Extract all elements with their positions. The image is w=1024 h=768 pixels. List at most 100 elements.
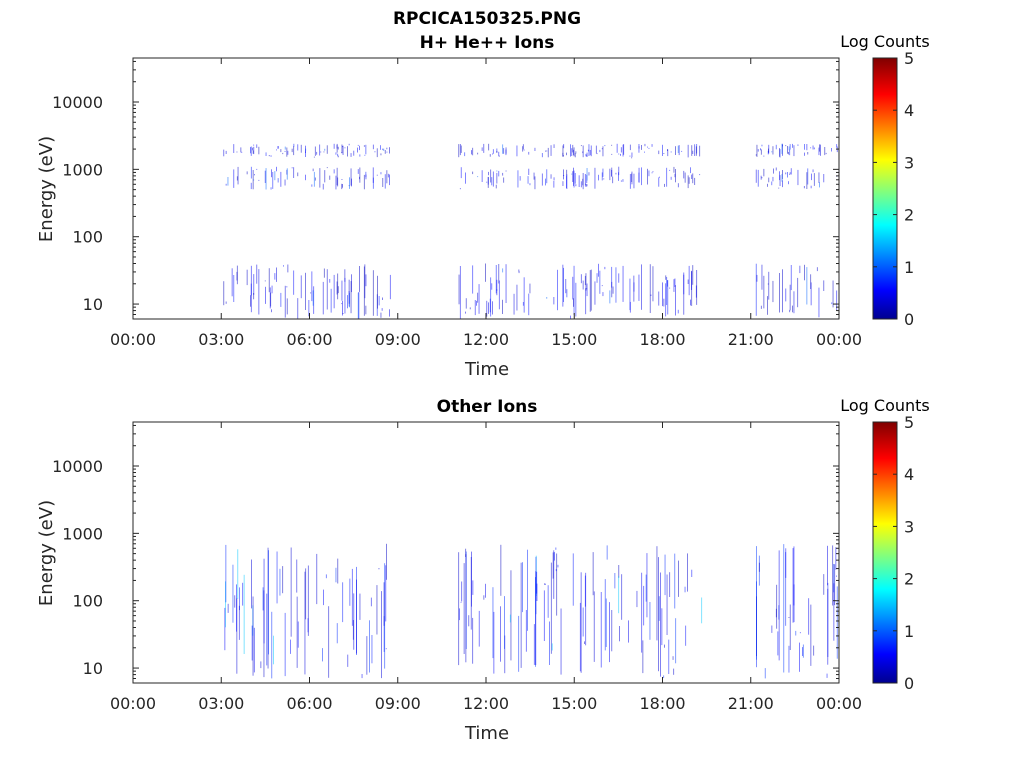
heatmap-cell xyxy=(797,169,799,186)
heatmap-cell xyxy=(662,144,663,156)
heatmap-cell xyxy=(352,620,354,640)
heatmap-cell xyxy=(779,175,781,186)
heatmap-cell xyxy=(253,146,255,155)
heatmap-cell xyxy=(347,295,348,309)
heatmap-cell xyxy=(579,602,581,672)
heatmap-cell xyxy=(677,183,679,188)
heatmap-cell xyxy=(594,167,596,189)
heatmap-cell xyxy=(471,150,472,155)
heatmap-cell xyxy=(660,572,661,677)
heatmap-cell xyxy=(551,643,553,651)
heatmap-cell xyxy=(670,176,672,180)
heatmap-cell xyxy=(460,167,462,179)
heatmap-cell xyxy=(563,169,564,180)
heatmap-cell xyxy=(241,151,243,153)
heatmap-cell xyxy=(296,596,298,668)
heatmap-cell xyxy=(503,177,505,183)
heatmap-cell xyxy=(807,168,809,185)
heatmap-cell xyxy=(694,144,696,156)
heatmap-cell xyxy=(271,309,272,313)
heatmap-cell xyxy=(472,171,474,175)
heatmap-cell xyxy=(268,268,270,293)
heatmap-cell xyxy=(575,184,577,187)
heatmap-cell xyxy=(638,274,640,301)
heatmap-cell xyxy=(380,153,382,156)
heatmap-cell xyxy=(779,171,780,181)
heatmap-cell xyxy=(265,286,266,304)
heatmap-cell xyxy=(790,168,792,175)
heatmap-cell xyxy=(286,298,288,315)
heatmap-cell xyxy=(783,544,785,673)
heatmap-cell xyxy=(337,558,339,584)
heatmap-cell xyxy=(792,548,794,623)
heatmap-cell xyxy=(225,183,227,186)
heatmap-cell xyxy=(566,174,568,189)
heatmap-cell xyxy=(529,283,531,294)
heatmap-cell xyxy=(836,144,838,148)
heatmap-cell xyxy=(485,583,486,598)
heatmap-cell xyxy=(618,565,620,578)
heatmap-cell xyxy=(788,146,790,151)
heatmap-cell xyxy=(272,172,274,189)
heatmap-cell xyxy=(573,167,574,186)
y-tick-label: 10 xyxy=(83,295,103,314)
heatmap-cell xyxy=(691,569,693,577)
colorbar-tick-label: 1 xyxy=(904,622,914,641)
heatmap-cell xyxy=(264,170,266,183)
heatmap-cell xyxy=(615,267,617,303)
heatmap-cell xyxy=(760,149,762,155)
heatmap-cell xyxy=(237,549,239,599)
heatmap-cell xyxy=(498,151,500,157)
heatmap-cell xyxy=(250,295,251,307)
heatmap-cell xyxy=(498,155,500,157)
heatmap-cell xyxy=(612,176,614,184)
heatmap-cell xyxy=(553,144,555,148)
x-tick-label: 18:00 xyxy=(639,694,685,713)
colorbar-tick-label: 4 xyxy=(904,101,914,120)
heatmap-cell xyxy=(533,172,535,180)
heatmap-cell xyxy=(692,173,694,184)
figure-title: RPCICA150325.PNG xyxy=(393,9,581,29)
heatmap-cell xyxy=(810,274,812,289)
heatmap-cell xyxy=(242,582,244,606)
heatmap-cell xyxy=(573,149,574,156)
heatmap-cell xyxy=(357,292,359,319)
heatmap-cell xyxy=(312,290,314,306)
heatmap-cell xyxy=(274,171,276,181)
heatmap-cell xyxy=(776,584,778,629)
heatmap-cell xyxy=(297,172,299,177)
heatmap-cell xyxy=(231,268,233,297)
heatmap-cell xyxy=(256,168,258,170)
heatmap-cell xyxy=(636,590,638,608)
heatmap-cell xyxy=(767,150,769,155)
heatmap-cell xyxy=(629,144,631,151)
heatmap-cell xyxy=(833,564,835,593)
heatmap-cell xyxy=(668,639,670,674)
heatmap-cell xyxy=(500,544,502,596)
heatmap-cell xyxy=(291,167,293,169)
heatmap-cell xyxy=(492,587,494,659)
heatmap-cell xyxy=(465,172,466,184)
x-tick-label: 03:00 xyxy=(198,694,244,713)
heatmap-cell xyxy=(293,167,295,178)
heatmap-cell xyxy=(757,149,759,152)
heatmap-cell xyxy=(761,144,763,147)
heatmap-cell xyxy=(342,145,344,155)
heatmap-cell xyxy=(293,143,295,147)
x-tick-label: 21:00 xyxy=(728,330,774,349)
heatmap-cell xyxy=(788,181,789,185)
heatmap-cell xyxy=(673,279,675,292)
heatmap-cell xyxy=(342,582,344,623)
heatmap-cell xyxy=(773,168,774,174)
heatmap-cell xyxy=(792,305,793,313)
heatmap-cell xyxy=(756,274,758,282)
heatmap-cell xyxy=(602,146,604,157)
heatmap-cell xyxy=(250,182,252,190)
heatmap-cell xyxy=(363,174,365,190)
colorbar: Log Counts 0 1 2 3 4 5 xyxy=(840,32,930,329)
heatmap-cell xyxy=(658,291,660,306)
heatmap-cell xyxy=(510,570,512,661)
heatmap-cell xyxy=(823,174,825,183)
colorbar-tick-label: 0 xyxy=(904,674,914,693)
heatmap-cell xyxy=(555,547,557,550)
